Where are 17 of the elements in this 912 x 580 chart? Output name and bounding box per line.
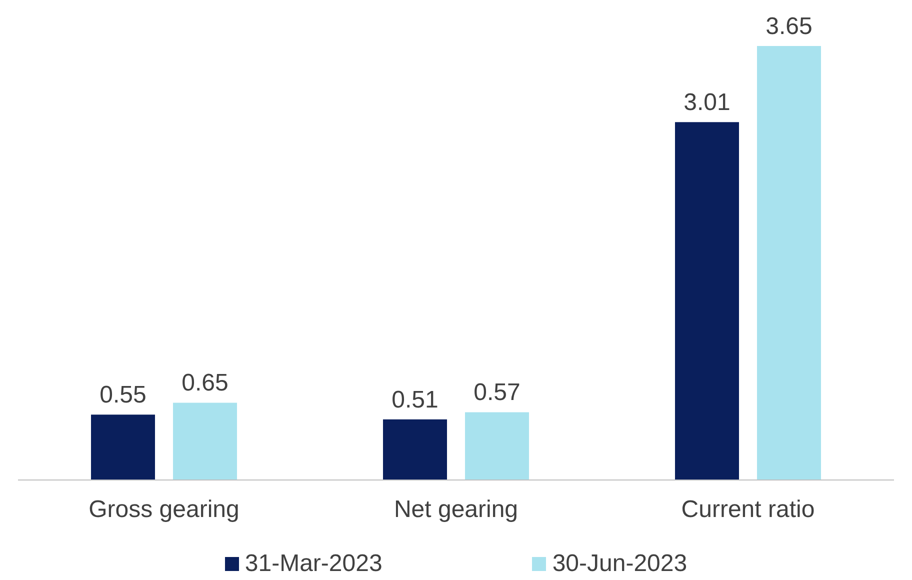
legend-label: 31-Mar-2023: [244, 550, 382, 578]
data-label: 0.57: [474, 379, 520, 406]
bar: [675, 122, 739, 480]
data-label: 3.65: [766, 13, 812, 40]
x-tick-label: Net gearing: [394, 496, 518, 524]
data-label: 0.65: [182, 370, 228, 397]
legend-label: 30-Jun-2023: [551, 550, 688, 578]
bar: [465, 412, 529, 480]
bar: [173, 402, 237, 480]
x-tick-label: Gross gearing: [88, 496, 240, 524]
bar: [91, 414, 155, 480]
data-label: 0.55: [100, 382, 146, 409]
bar: [757, 46, 821, 480]
bar: [383, 419, 447, 480]
data-label: 0.51: [392, 386, 438, 414]
x-tick-label: Current ratio: [681, 496, 815, 524]
data-label: 3.01: [684, 89, 730, 116]
